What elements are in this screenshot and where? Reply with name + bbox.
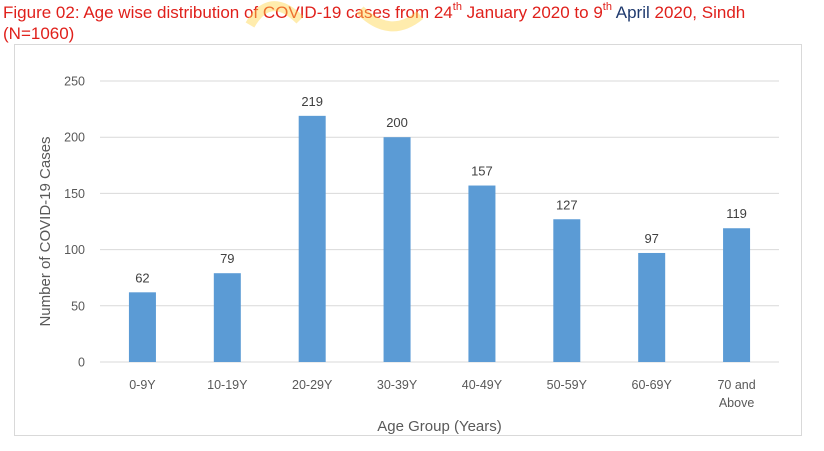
x-tick-label: 0-9Y	[129, 378, 156, 392]
chart-area: 0 50 100 150 200 250 62 0-9Y 79 10-19Y 219 20-29Y 20…	[14, 44, 802, 436]
y-tick-label: 100	[64, 243, 85, 257]
data-label: 200	[386, 115, 408, 130]
data-label: 127	[556, 197, 578, 212]
x-tick-label: 60-69Y	[632, 378, 673, 392]
bar	[213, 273, 241, 362]
bar	[553, 219, 581, 362]
figure-title: Figure 02: Age wise distribution of COVI…	[3, 2, 821, 44]
x-tick-label: 10-19Y	[207, 378, 248, 392]
title-april: April	[611, 3, 650, 22]
title-prefix: Figure 02: Age wise distribution of COVI…	[3, 3, 453, 22]
y-axis-title: Number of COVID-19 Cases	[37, 136, 54, 326]
x-tick-label: Above	[719, 396, 754, 410]
x-axis-title: Age Group (Years)	[377, 418, 502, 435]
title-suffix: 2020, Sindh	[649, 3, 746, 22]
y-tick-label: 250	[64, 75, 85, 89]
data-label: 157	[471, 164, 493, 179]
title-sup-2: th	[602, 1, 612, 14]
bar	[128, 292, 156, 362]
y-tick-label: 50	[71, 299, 85, 313]
bar	[638, 252, 666, 362]
bar	[383, 137, 411, 362]
bar	[298, 115, 326, 363]
data-label: 79	[220, 251, 234, 266]
x-tick-label: 30-39Y	[377, 378, 418, 392]
watermark-logo	[245, 1, 424, 32]
y-tick-label: 200	[64, 131, 85, 145]
x-tick-label: 50-59Y	[547, 378, 588, 392]
data-label: 119	[726, 206, 747, 221]
data-label: 62	[135, 270, 149, 285]
data-label: 97	[644, 231, 658, 246]
x-tick-label: 40-49Y	[462, 378, 503, 392]
y-tick-label: 150	[64, 187, 85, 201]
x-tick-label: 70 and	[717, 378, 755, 392]
x-tick-label: 20-29Y	[292, 378, 333, 392]
title-middle: January 2020 to 9	[461, 3, 603, 22]
bar	[723, 228, 751, 362]
title-line-2: (N=1060)	[3, 24, 75, 43]
title-sup-1: th	[452, 1, 462, 14]
data-label: 219	[301, 94, 323, 109]
y-tick-label: 0	[78, 356, 85, 370]
bar-chart: 0 50 100 150 200 250 62 0-9Y 79 10-19Y 219 20-29Y 20…	[37, 75, 779, 435]
bar	[468, 185, 496, 362]
